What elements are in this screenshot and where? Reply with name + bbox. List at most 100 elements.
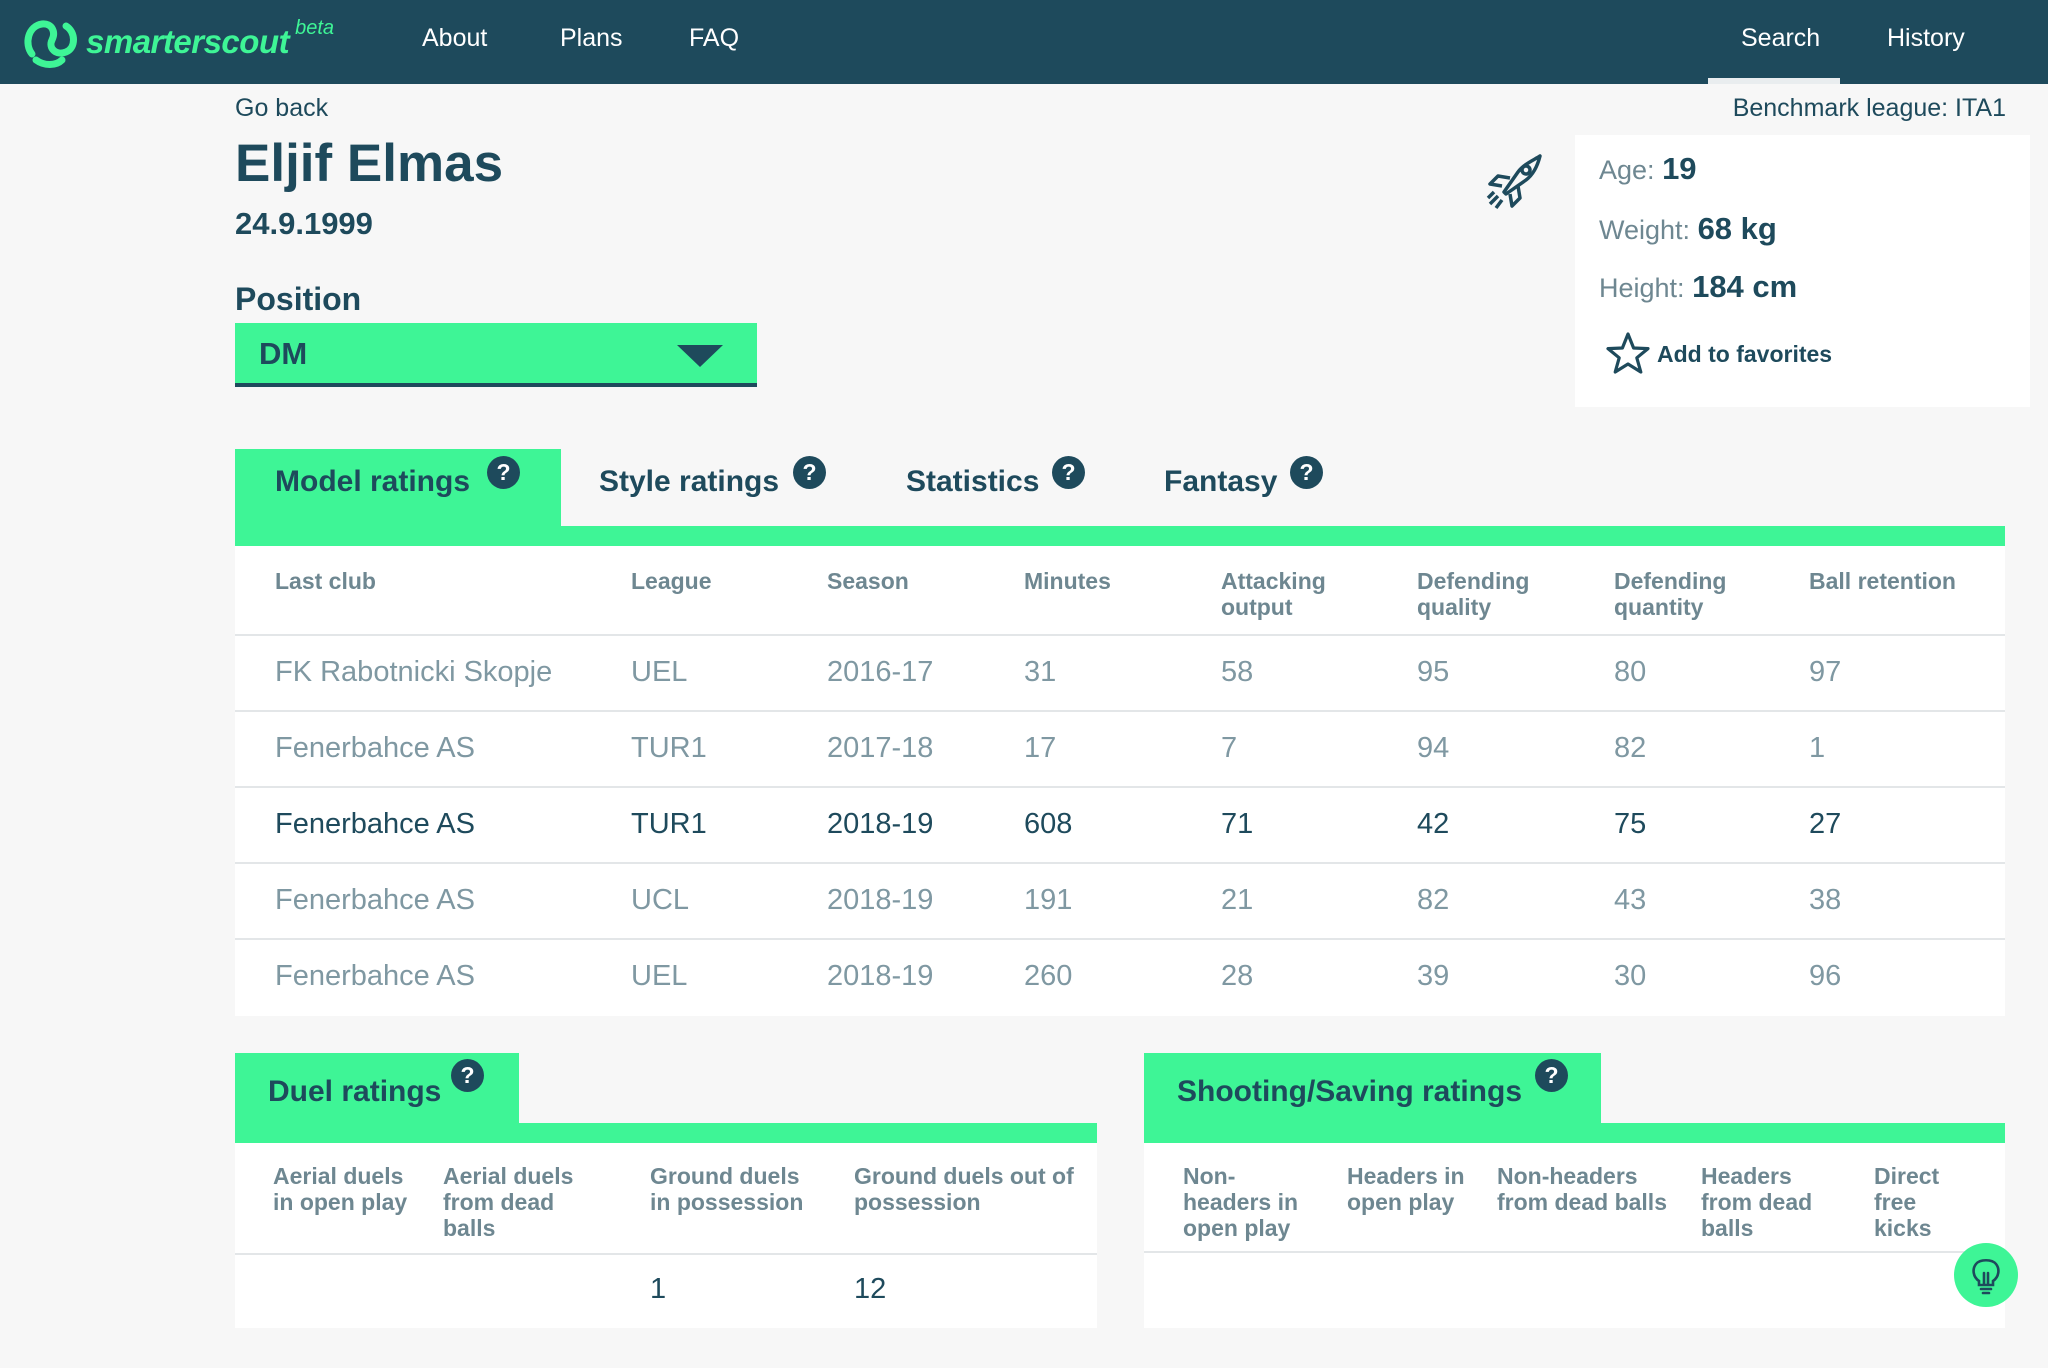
column-header[interactable]: Defending quality [1417, 568, 1530, 620]
help-icon[interactable]: ? [793, 456, 826, 489]
nav-link-faq[interactable]: FAQ [689, 24, 740, 52]
table-cell: Fenerbahce AS [275, 732, 475, 764]
help-icon[interactable]: ? [1052, 456, 1085, 489]
table-cell: 43 [1614, 884, 1647, 916]
nav-link-about[interactable]: About [422, 24, 488, 52]
height-row: Height: 184 cm [1599, 269, 1797, 305]
column-header[interactable]: Ground duels out of possession [854, 1163, 1074, 1215]
weight-value: 68 kg [1697, 211, 1777, 246]
age-label: Age: [1599, 155, 1655, 185]
duel-ratings-title: Duel ratings [268, 1075, 442, 1108]
tab-fantasy[interactable]: Fantasy ? [1126, 449, 1356, 546]
tab-style-ratings[interactable]: Style ratings ? [561, 449, 831, 546]
table-row[interactable]: Fenerbahce AS UCL 2018-19 191 21 82 43 3… [235, 862, 2005, 940]
position-select[interactable]: DM [235, 323, 757, 387]
player-dob: 24.9.1999 [235, 206, 373, 241]
nav-link-plans[interactable]: Plans [560, 24, 623, 52]
column-header[interactable]: Season [827, 568, 909, 594]
column-header[interactable]: Headers in open play [1347, 1163, 1465, 1215]
help-icon[interactable]: ? [1535, 1059, 1568, 1092]
column-header[interactable]: Ground duels in possession [650, 1163, 804, 1215]
table-cell: 80 [1614, 656, 1647, 688]
table-cell: 2018-19 [827, 884, 934, 916]
table-row[interactable]: Fenerbahce AS TUR1 2017-18 17 7 94 82 1 [235, 710, 2005, 788]
column-header[interactable]: Non-headers in open play [1183, 1163, 1299, 1241]
table-row[interactable]: FK Rabotnicki Skopje UEL 2016-17 31 58 9… [235, 634, 2005, 712]
age-row: Age: 19 [1599, 151, 1697, 187]
tabs-underline-bar [235, 526, 2005, 546]
height-label: Height: [1599, 273, 1685, 303]
position-label: Position [235, 281, 362, 317]
column-header[interactable]: Last club [275, 568, 376, 594]
column-header[interactable]: Defending quantity [1614, 568, 1727, 620]
add-to-favorites-button[interactable]: Add to favorites [1605, 331, 1832, 377]
table-cell: 96 [1809, 960, 1842, 992]
shooting-saving-ratings-title: Shooting/Saving ratings [1177, 1075, 1523, 1108]
logo-text: smarterscout [86, 23, 290, 60]
player-name: Eljif Elmas [235, 134, 504, 193]
table-cell: TUR1 [631, 732, 707, 764]
column-header[interactable]: Ball retention [1809, 568, 1956, 594]
duel-ratings-tab[interactable]: Duel ratings ? [235, 1053, 519, 1123]
table-cell: 2018-19 [827, 808, 934, 840]
nav-link-search[interactable]: Search [1741, 24, 1821, 52]
help-icon[interactable]: ? [1290, 456, 1323, 489]
table-cell: 82 [1614, 732, 1647, 764]
table-cell: Fenerbahce AS [275, 960, 475, 992]
help-icon[interactable]: ? [451, 1059, 484, 1092]
table-cell: TUR1 [631, 808, 707, 840]
go-back-link[interactable]: Go back [235, 94, 329, 122]
shooting-saving-ratings-tab[interactable]: Shooting/Saving ratings ? [1144, 1053, 1601, 1123]
table-cell: 2017-18 [827, 732, 934, 764]
table-cell: 94 [1417, 732, 1450, 764]
table-cell: 2018-19 [827, 960, 934, 992]
rocket-icon[interactable] [1484, 152, 1544, 212]
weight-label: Weight: [1599, 215, 1691, 245]
weight-row: Weight: 68 kg [1599, 211, 1777, 247]
table-cell: 1 [1809, 732, 1826, 764]
model-ratings-table: Last club League Season Minutes Attackin… [235, 546, 2005, 1016]
table-cell: 71 [1221, 808, 1254, 840]
table-cell: 608 [1024, 808, 1073, 840]
table-cell: 27 [1809, 808, 1842, 840]
column-header[interactable]: Non-headers from dead balls [1497, 1163, 1667, 1215]
player-info-card: Age: 19 Weight: 68 kg Height: 184 cm Add… [1575, 135, 2030, 407]
tab-style-ratings-label: Style ratings [599, 465, 780, 498]
benchmark-league: Benchmark league: ITA1 [1732, 94, 2006, 122]
table-cell: FK Rabotnicki Skopje [275, 656, 553, 688]
column-header[interactable]: Headers from dead balls [1701, 1163, 1813, 1241]
table-cell: 82 [1417, 884, 1450, 916]
table-cell: 260 [1024, 960, 1073, 992]
table-cell: 30 [1614, 960, 1647, 992]
table-cell: 2016-17 [827, 656, 934, 688]
logo[interactable]: smarterscout beta [22, 14, 334, 70]
top-navbar: smarterscout beta About Plans FAQ Search… [0, 0, 2048, 84]
tab-fantasy-label: Fantasy [1164, 465, 1278, 498]
logo-icon [24, 20, 77, 68]
row-divider [1144, 1251, 2005, 1253]
star-icon [1606, 332, 1650, 374]
table-cell: 58 [1221, 656, 1254, 688]
table-cell: 39 [1417, 960, 1450, 992]
table-row[interactable]: Fenerbahce AS UEL 2018-19 260 28 39 30 9… [235, 938, 2005, 1016]
tab-statistics[interactable]: Statistics ? [868, 449, 1098, 546]
table-cell: UEL [631, 656, 688, 688]
table-cell: 17 [1024, 732, 1057, 764]
column-header[interactable]: Aerial duels from dead balls [443, 1163, 574, 1241]
table-cell: UCL [631, 884, 690, 916]
table-cell: 1 [650, 1273, 667, 1305]
help-icon[interactable]: ? [487, 456, 520, 489]
nav-link-history[interactable]: History [1887, 24, 1965, 52]
column-header[interactable]: Direct free kicks [1874, 1163, 1940, 1241]
column-header[interactable]: Aerial duels in open play [273, 1163, 408, 1215]
table-cell: 75 [1614, 808, 1647, 840]
table-cell: 95 [1417, 656, 1450, 688]
table-row[interactable]: Fenerbahce AS TUR1 2018-19 608 71 42 75 … [235, 786, 2005, 864]
table-cell: 97 [1809, 656, 1842, 688]
duel-ratings-table: Aerial duels in open play Aerial duels f… [235, 1143, 1097, 1328]
table-cell: 28 [1221, 960, 1254, 992]
column-header[interactable]: Minutes [1024, 568, 1111, 594]
column-header[interactable]: Attacking output [1221, 568, 1326, 620]
lightbulb-button[interactable] [1954, 1243, 2018, 1307]
column-header[interactable]: League [631, 568, 712, 594]
